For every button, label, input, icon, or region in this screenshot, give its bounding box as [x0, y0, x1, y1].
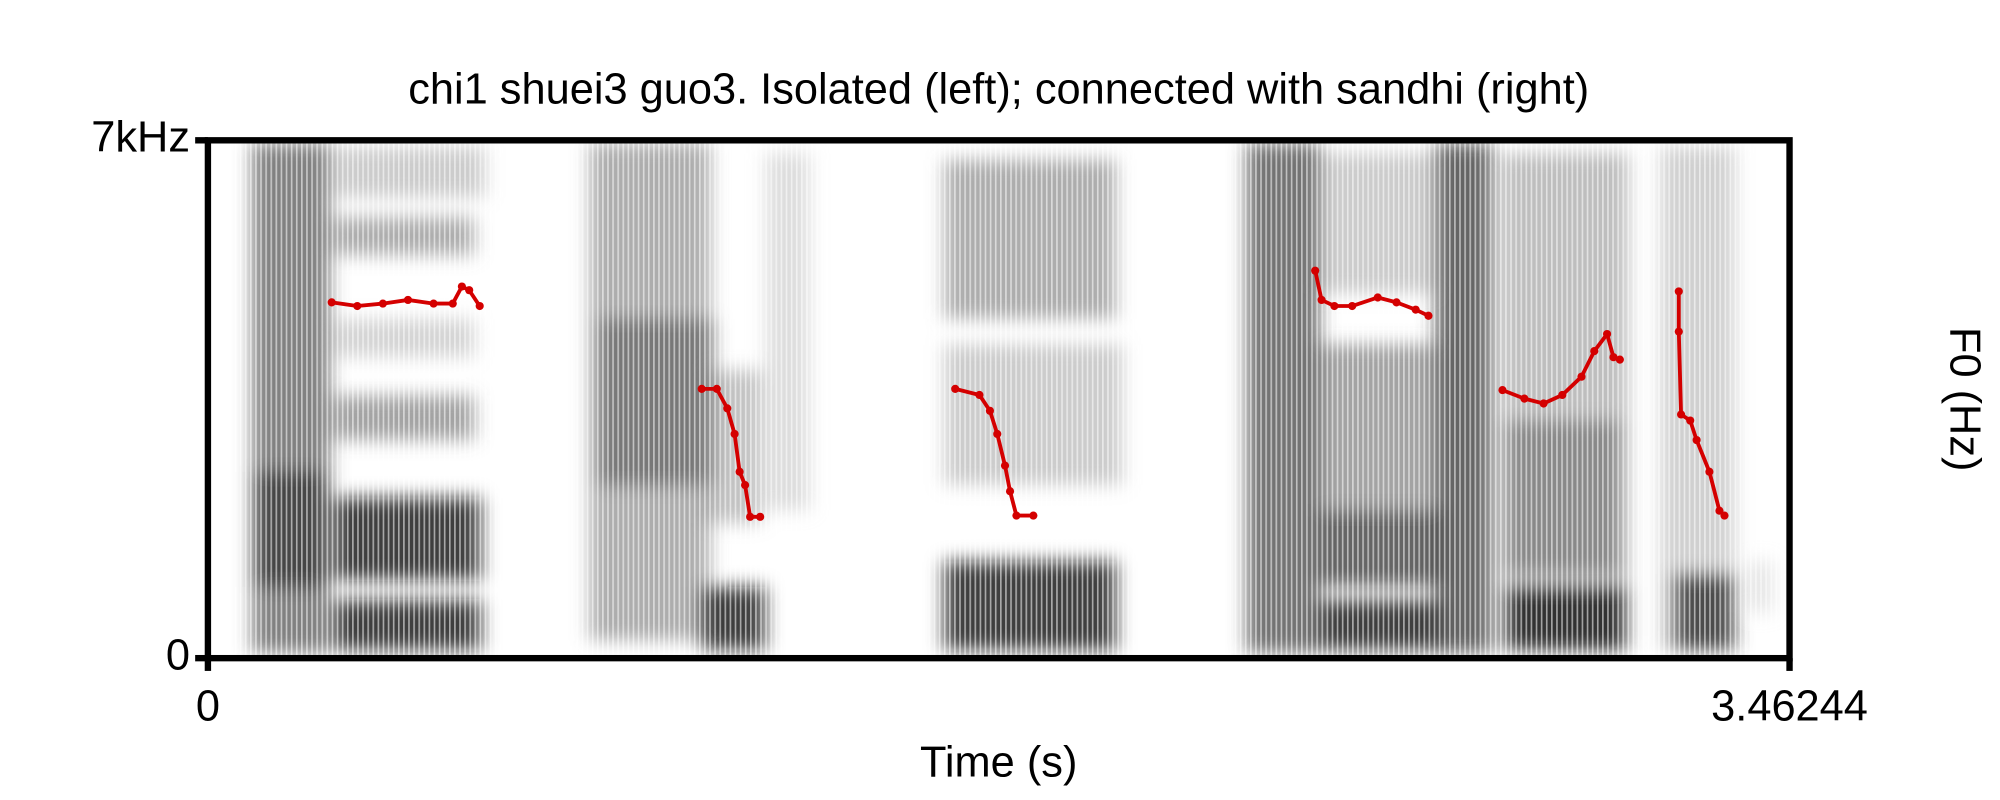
f0-point — [1602, 329, 1612, 339]
f0-point — [697, 384, 706, 393]
f0-point — [951, 384, 960, 393]
f0-point — [1520, 394, 1529, 403]
f0-point — [1348, 301, 1357, 311]
f0-point — [746, 512, 755, 521]
f0-point — [735, 467, 744, 476]
f0-contours — [327, 266, 1729, 521]
f0-point — [1424, 311, 1433, 320]
f0-point — [1674, 287, 1683, 296]
x-tick-label: 0 — [196, 683, 220, 731]
f0-point — [1686, 416, 1695, 425]
f0-point — [1705, 467, 1714, 476]
f0-point — [465, 286, 474, 295]
f0-point — [1720, 511, 1729, 520]
f0-point — [1715, 506, 1724, 515]
y-tick-label: 7kHz — [91, 114, 190, 162]
f0-point — [712, 384, 721, 393]
f0-point — [1392, 298, 1401, 307]
f0-point — [1411, 305, 1420, 314]
f0-point — [353, 301, 362, 311]
f0-point — [1330, 301, 1339, 311]
f0-point — [1012, 511, 1021, 520]
f0-point — [756, 512, 765, 521]
plot-frame — [204, 137, 1793, 662]
f0-point — [1692, 435, 1701, 445]
f0-point — [475, 301, 484, 311]
f0-contour — [1676, 291, 1726, 517]
f0-point — [1590, 347, 1599, 356]
x-tick-label: 3.46244 — [1711, 683, 1868, 731]
f0-point — [1539, 399, 1548, 408]
f0-point — [1000, 461, 1010, 470]
f0-point — [1615, 355, 1624, 364]
f0-point — [378, 299, 387, 308]
f0-point — [975, 390, 984, 400]
f0-point — [723, 404, 732, 413]
f0-point — [730, 429, 739, 439]
f0-point — [327, 298, 336, 307]
f0-point — [1005, 487, 1015, 496]
f0-point — [1676, 410, 1686, 419]
f0-point — [1029, 511, 1038, 520]
f0-point — [403, 295, 413, 305]
f0-point — [993, 429, 1002, 439]
f0-point — [1577, 372, 1586, 381]
y-tick-label: 0 — [166, 632, 190, 680]
f0-point — [1498, 386, 1507, 395]
f0-point — [429, 299, 438, 308]
f0-point — [448, 299, 457, 308]
f0-point — [985, 406, 995, 415]
f0-point — [1558, 390, 1567, 400]
y2-axis-label: F0 (Hz) — [1940, 327, 1988, 472]
f0-point — [1317, 295, 1326, 305]
f0-point — [1311, 266, 1320, 275]
f0-point — [741, 481, 750, 490]
chart-title: chi1 shuei3 guo3. Isolated (left); conne… — [408, 65, 1589, 113]
f0-point — [457, 282, 466, 291]
x-axis-label: Time (s) — [920, 739, 1077, 787]
f0-point — [1674, 327, 1683, 336]
f0-point — [1373, 293, 1382, 302]
f0-point — [1609, 353, 1618, 362]
